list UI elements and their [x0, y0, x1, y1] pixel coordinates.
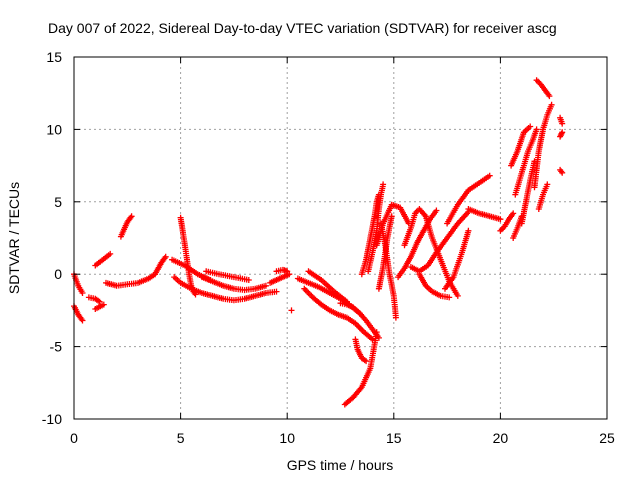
x-tick-label: 10 [279, 430, 295, 446]
data-point [162, 253, 169, 260]
data-point [79, 290, 86, 296]
data-point [446, 294, 453, 301]
series-tr4 [92, 250, 114, 269]
data-point [79, 317, 86, 324]
y-tick-label: 5 [54, 194, 62, 210]
data-point [559, 169, 566, 176]
series-tr17 [301, 285, 376, 343]
data-point [392, 314, 399, 321]
x-tick-label: 25 [599, 430, 615, 446]
series-tr12 [203, 268, 252, 283]
data-point [497, 216, 504, 223]
y-tick-label: 0 [54, 266, 62, 282]
data-point [546, 93, 553, 100]
series-tr34 [497, 210, 517, 234]
x-tick-label: 20 [493, 430, 509, 446]
x-tick-label: 15 [386, 430, 402, 446]
x-axis-tick-labels: 0 5 10 15 20 25 [70, 430, 615, 446]
y-axis-tick-labels: -10 -5 0 5 10 15 [42, 49, 62, 427]
series-tr40 [533, 77, 553, 100]
data-point [245, 277, 252, 283]
series-tr11 [198, 274, 269, 294]
data-point [465, 227, 472, 234]
series-tr43 [557, 129, 566, 140]
series-tr1 [71, 271, 86, 296]
plot-frame [73, 56, 608, 420]
series-tr14 [273, 266, 291, 275]
data-point [107, 250, 114, 257]
series-tr30 [416, 271, 453, 301]
data-point [559, 120, 566, 127]
series-tr31 [442, 227, 472, 292]
data-point [128, 213, 135, 220]
chart-title: Day 007 of 2022, Sidereal Day-to-day VTE… [48, 20, 557, 36]
series-tr32 [444, 172, 493, 227]
series-tr26 [378, 220, 399, 321]
x-axis-label: GPS time / hours [287, 457, 394, 473]
series-tr22 [358, 191, 382, 278]
data-point [262, 282, 269, 289]
series-tr15 [288, 307, 295, 314]
data-point [301, 285, 308, 292]
x-tick-label: 5 [177, 430, 185, 446]
series-tr35 [508, 123, 534, 169]
data-point [273, 288, 280, 295]
series-tr38 [518, 158, 538, 227]
y-tick-label: -5 [50, 339, 63, 355]
data-point [192, 291, 199, 298]
series-tr20 [341, 329, 380, 408]
series-tr39 [531, 101, 555, 191]
data-point [533, 126, 540, 133]
data-point [544, 181, 551, 188]
series-tr3 [85, 294, 103, 305]
data-point [288, 307, 295, 314]
series-tr10 [177, 214, 199, 298]
series-tr5 [103, 271, 158, 289]
data-point [548, 101, 555, 108]
series-tr7 [152, 253, 169, 278]
data-points [71, 77, 566, 408]
series-tr6 [117, 213, 135, 240]
data-point [284, 268, 291, 275]
series-tr33 [465, 206, 504, 223]
grid-lines [74, 57, 607, 419]
data-point [369, 336, 376, 343]
series-tr13 [267, 271, 293, 286]
data-point [380, 181, 387, 188]
data-point [100, 301, 107, 308]
series-tr41 [535, 181, 551, 212]
axis-ticks [73, 56, 608, 420]
y-tick-label: 15 [46, 49, 62, 65]
data-point [388, 213, 395, 220]
data-point [510, 210, 517, 217]
series-tr44 [557, 166, 566, 176]
y-axis-label: SDTVAR / TECUs [6, 182, 22, 294]
series-tr2 [71, 303, 86, 324]
series-tr42 [557, 114, 566, 127]
series-tr3b [92, 301, 107, 312]
series-tr29 [407, 208, 472, 275]
series-tr23 [365, 181, 387, 275]
data-point [527, 123, 534, 130]
data-point [96, 298, 103, 305]
y-tick-label: -10 [42, 411, 62, 427]
series-tr9 [171, 274, 280, 304]
data-point [433, 207, 440, 214]
data-point [373, 329, 380, 336]
data-point [486, 172, 493, 179]
series-tr21 [352, 336, 370, 365]
series-tr37 [512, 126, 540, 198]
y-tick-label: 10 [46, 121, 62, 137]
data-point [559, 129, 566, 136]
data-point [454, 292, 461, 299]
series-tr18 [305, 268, 350, 305]
data-point [363, 358, 370, 365]
x-tick-label: 0 [70, 430, 78, 446]
